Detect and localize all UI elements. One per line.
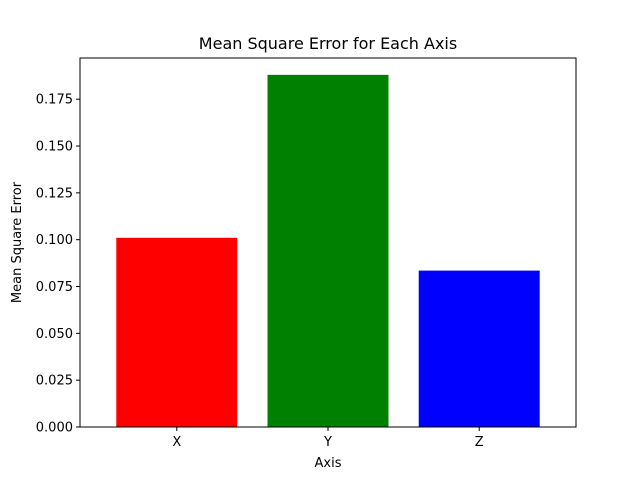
x-axis-title: Axis	[315, 456, 342, 471]
y-axis-ticks: 0.000 0.025 0.050 0.075 0.100 0.125 0.150 0.175	[36, 93, 80, 436]
plot-frame	[79, 57, 577, 428]
y-tick-label: 0.050	[36, 327, 73, 342]
y-tick-label: 0.100	[36, 233, 73, 248]
bar-z	[418, 270, 540, 427]
y-tick-label: 0.075	[36, 280, 73, 295]
x-axis-ticks: X Y Z	[172, 427, 484, 450]
y-tick-label: 0.175	[36, 93, 73, 108]
y-axis-title: Mean Square Error	[10, 181, 25, 303]
y-tick-label: 0.150	[36, 140, 73, 155]
y-tick-label: 0.125	[36, 186, 73, 201]
x-tick-label: Y	[323, 435, 332, 450]
bar-y	[267, 74, 389, 428]
y-tick-label: 0.000	[36, 421, 73, 436]
y-tick-label: 0.025	[36, 374, 73, 389]
bars-group	[116, 74, 540, 428]
x-tick-label: X	[172, 435, 181, 450]
bar-x	[116, 237, 238, 427]
chart-title: Mean Square Error for Each Axis	[199, 34, 457, 53]
x-tick-label: Z	[475, 435, 484, 450]
